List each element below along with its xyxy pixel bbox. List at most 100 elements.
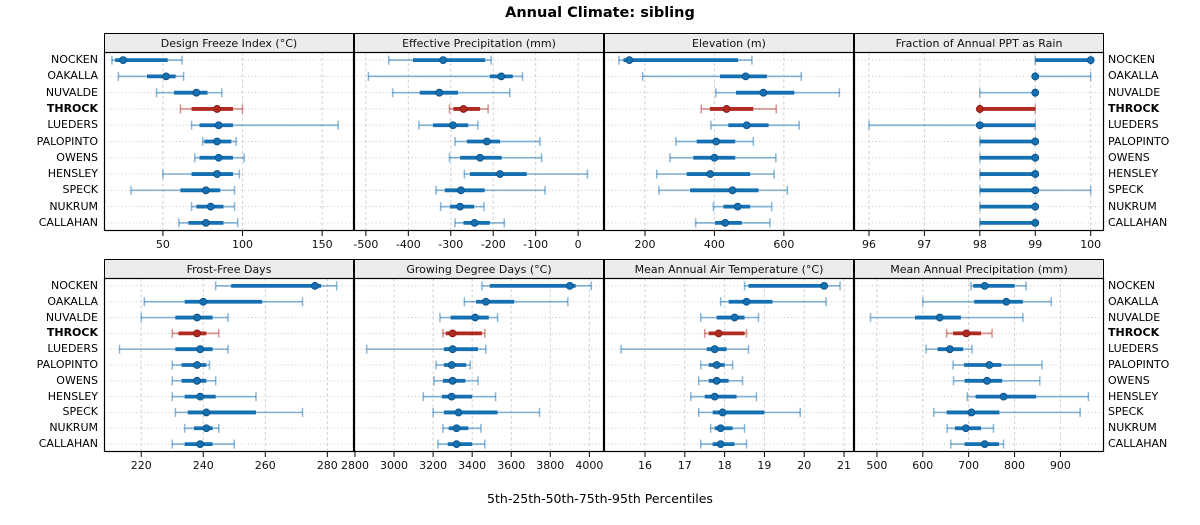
percentile-row xyxy=(104,392,354,402)
svg-text:19: 19 xyxy=(757,459,771,472)
percentile-row xyxy=(854,439,1104,449)
percentile-row xyxy=(854,153,1104,163)
panel-strip-title: Growing Degree Days (°C) xyxy=(406,262,552,276)
percentile-row xyxy=(354,55,604,65)
panel-border xyxy=(103,277,355,453)
percentile-row xyxy=(104,218,354,228)
percentile-row xyxy=(104,328,354,338)
svg-text:17: 17 xyxy=(678,459,692,472)
station-label-left: NUKRUM xyxy=(49,199,98,213)
station-label-left: OAKALLA xyxy=(47,69,98,83)
percentile-row xyxy=(854,328,1104,338)
percentile-row xyxy=(854,218,1104,228)
station-label-right: HENSLEY xyxy=(1108,389,1159,403)
svg-text:3600: 3600 xyxy=(497,459,525,472)
svg-text:18: 18 xyxy=(718,459,732,472)
svg-text:200: 200 xyxy=(634,238,655,251)
panel-border xyxy=(353,277,605,453)
svg-text:-100: -100 xyxy=(523,238,548,251)
percentile-row xyxy=(604,71,854,81)
percentile-row xyxy=(104,88,354,98)
panel-strip: Mean Annual Air Temperature (°C) xyxy=(604,259,854,279)
percentile-row xyxy=(604,392,854,402)
panel-strip-title: Fraction of Annual PPT as Rain xyxy=(895,36,1063,50)
percentile-row xyxy=(604,344,854,354)
svg-text:3000: 3000 xyxy=(380,459,408,472)
percentile-row xyxy=(354,376,604,386)
percentile-row xyxy=(104,55,354,65)
percentile-row xyxy=(354,360,604,370)
percentile-row xyxy=(104,313,354,323)
percentile-row xyxy=(604,185,854,195)
station-label-right: THROCK xyxy=(1108,101,1160,115)
percentile-row xyxy=(604,376,854,386)
percentile-row xyxy=(354,328,604,338)
x-axis-caption: 5th-25th-50th-75th-95th Percentiles xyxy=(487,491,713,506)
percentile-row xyxy=(604,88,854,98)
panel-0-0 xyxy=(103,51,355,232)
svg-text:3800: 3800 xyxy=(536,459,564,472)
x-axis-0-1: -500 -400 -300 -200 -100 0 xyxy=(353,231,582,251)
station-label-left: LUEDERS xyxy=(47,118,98,132)
svg-text:3200: 3200 xyxy=(419,459,447,472)
panel-strip: Fraction of Annual PPT as Rain xyxy=(854,33,1104,53)
station-label-left: HENSLEY xyxy=(47,167,98,181)
gridlines xyxy=(140,278,328,452)
station-label-right: OWENS xyxy=(1108,373,1150,387)
station-label-left: PALOPINTO xyxy=(36,358,98,371)
percentile-row xyxy=(604,202,854,212)
svg-text:600: 600 xyxy=(773,238,794,251)
station-label-right: NUVALDE xyxy=(1108,310,1161,324)
percentile-row xyxy=(604,297,854,307)
panel-1-1 xyxy=(353,277,605,453)
panel-strip-title: Mean Annual Air Temperature (°C) xyxy=(634,262,824,276)
percentile-row xyxy=(854,297,1104,307)
svg-text:-300: -300 xyxy=(438,238,463,251)
station-label-right: LUEDERS xyxy=(1108,342,1159,356)
percentile-row xyxy=(854,120,1104,130)
percentile-row xyxy=(854,360,1104,370)
percentile-row xyxy=(354,281,604,291)
percentile-row xyxy=(104,344,354,354)
percentile-row xyxy=(104,153,354,163)
station-label-left: CALLAHAN xyxy=(38,215,98,229)
svg-text:100: 100 xyxy=(1080,238,1101,251)
panel-strip-title: Elevation (m) xyxy=(692,36,766,50)
svg-text:900: 900 xyxy=(1050,459,1071,472)
panel-strip: Effective Precipitation (mm) xyxy=(354,33,604,53)
percentile-row xyxy=(854,71,1104,81)
station-label-right: NUVALDE xyxy=(1108,85,1161,99)
percentile-row xyxy=(604,104,854,114)
percentile-row xyxy=(104,120,354,130)
percentile-row xyxy=(354,297,604,307)
svg-text:96: 96 xyxy=(862,238,876,251)
percentile-row xyxy=(104,202,354,212)
svg-text:150: 150 xyxy=(312,238,333,251)
svg-text:220: 220 xyxy=(131,459,152,472)
svg-text:20: 20 xyxy=(797,459,811,472)
station-label-right: CALLAHAN xyxy=(1108,215,1168,229)
svg-text:97: 97 xyxy=(917,238,931,251)
panel-1-3 xyxy=(853,277,1105,453)
panel-0-3 xyxy=(853,51,1105,232)
svg-text:-200: -200 xyxy=(481,238,506,251)
percentile-row xyxy=(354,104,604,114)
percentile-row xyxy=(604,423,854,433)
percentile-row xyxy=(604,153,854,163)
panel-border xyxy=(853,277,1105,453)
panel-border xyxy=(353,51,605,232)
percentile-row xyxy=(104,407,354,417)
panel-border xyxy=(603,277,855,453)
station-label-left: NOCKEN xyxy=(51,278,98,292)
svg-text:4000: 4000 xyxy=(575,459,603,472)
panel-strip: Frost-Free Days xyxy=(104,259,354,279)
station-label-right: LUEDERS xyxy=(1108,118,1159,132)
percentile-row xyxy=(854,407,1104,417)
svg-text:50: 50 xyxy=(156,238,170,251)
x-axis-0-2: 200 400 600 xyxy=(634,231,794,251)
station-label-left: NUVALDE xyxy=(45,85,98,99)
svg-text:600: 600 xyxy=(912,459,933,472)
percentile-row xyxy=(354,88,604,98)
percentile-row xyxy=(354,153,604,163)
